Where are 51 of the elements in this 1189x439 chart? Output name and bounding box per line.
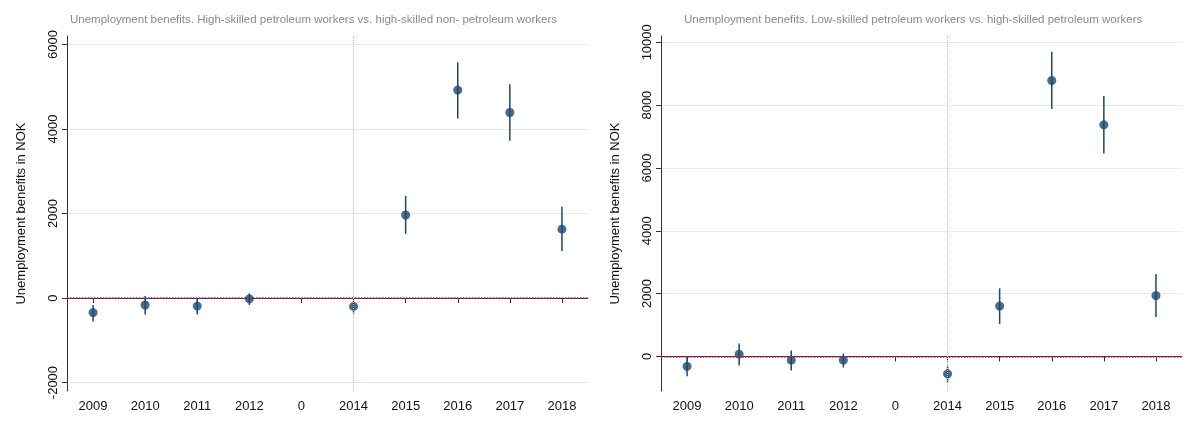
point [682, 361, 692, 371]
x-tick-label: 2011 [777, 398, 806, 413]
y-tick-label: 4000 [45, 114, 60, 144]
point [192, 301, 202, 311]
x-tick-label: 2015 [985, 398, 1015, 413]
point [401, 210, 411, 220]
x-tick-label: 2012 [828, 398, 858, 413]
y-tick-label: 2000 [45, 199, 60, 228]
x-tick-label: 2010 [724, 398, 754, 413]
x-tick-label: 2015 [391, 398, 421, 413]
x-tick-label: 0 [891, 398, 900, 413]
y-tick-label: 0 [45, 294, 60, 302]
y-tick-label: 10000 [639, 24, 654, 61]
x-tick-label: 2014 [339, 398, 369, 413]
x-tick-label: 2009 [78, 398, 108, 413]
y-axis-title: Unemployment benefits in NOK [13, 122, 28, 305]
chart-title: Unemployment benefits. High-skilled petroleum workers vs. high-skilled non- petroleum workers [70, 13, 558, 25]
x-tick-label: 2014 [933, 398, 963, 413]
y-tick-label: 8000 [639, 90, 654, 120]
x-tick-label: 2009 [672, 398, 702, 413]
point [505, 108, 515, 117]
x-tick-label: 2010 [130, 398, 160, 413]
y-tick-label: 6000 [639, 153, 654, 183]
point [453, 85, 463, 95]
y-axis-title: Unemployment benefits in NOK [607, 122, 622, 305]
x-tick-label: 2017 [495, 398, 525, 413]
x-tick-label: 2016 [1037, 398, 1067, 413]
y-tick-label: 0 [639, 352, 654, 361]
y-tick-label: 6000 [45, 29, 60, 59]
point [88, 308, 98, 318]
y-tick-label: -2000 [45, 365, 60, 400]
y-tick-label: 4000 [639, 216, 654, 246]
point [838, 355, 848, 365]
x-tick-label: 2016 [443, 398, 473, 413]
point [1099, 120, 1109, 130]
x-tick-label: 2012 [234, 398, 264, 413]
y-tick-label: 2000 [639, 279, 654, 309]
x-tick-label: 0 [297, 398, 306, 413]
point [140, 300, 150, 310]
x-tick-label: 2011 [183, 398, 212, 413]
chart-title: Unemployment benefits. Low-skilled petroleum workers vs. high-skilled petroleum workers [684, 13, 1143, 25]
point [943, 369, 953, 379]
x-tick-label: 2017 [1089, 398, 1119, 413]
point [349, 301, 359, 311]
x-tick-label: 2018 [1141, 398, 1171, 413]
point [1151, 291, 1161, 300]
x-tick-label: 2018 [547, 398, 577, 413]
point [995, 301, 1005, 311]
point [1047, 76, 1057, 86]
point [557, 224, 567, 234]
point [244, 294, 254, 304]
